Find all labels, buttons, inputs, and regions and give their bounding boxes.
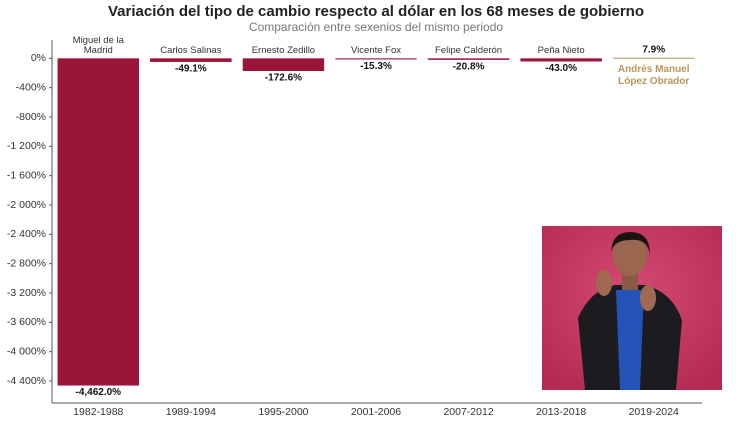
hand — [596, 270, 612, 296]
x-tick-label: 2007-2012 — [443, 406, 493, 418]
video-inset — [542, 226, 722, 390]
value-label: -4,462.0% — [75, 387, 121, 398]
bar-annotation: Felipe Calderón — [435, 45, 503, 57]
y-tick-label: -2 000% — [7, 199, 46, 211]
bar — [427, 58, 510, 60]
value-label: -49.1% — [175, 64, 207, 75]
bar — [520, 58, 602, 62]
bar — [57, 58, 140, 386]
y-tick-label: 0% — [31, 52, 46, 64]
bar — [242, 58, 325, 71]
x-tick-label: 1989-1994 — [166, 406, 216, 418]
y-tick-label: -3 200% — [7, 287, 46, 299]
y-tick-label: -1 600% — [7, 169, 46, 181]
face — [613, 234, 647, 276]
bar-annotation: Ernesto Zedillo — [251, 45, 316, 57]
value-label: -15.3% — [360, 61, 392, 72]
y-tick-label: -4 400% — [7, 375, 46, 387]
bar — [612, 57, 695, 59]
value-label: -172.6% — [265, 73, 302, 84]
y-tick-label: -4 000% — [7, 345, 46, 357]
bar — [335, 58, 417, 60]
chart-title: Variación del tipo de cambio respecto al… — [108, 3, 644, 20]
value-label: -43.0% — [545, 63, 577, 74]
hair — [611, 232, 650, 254]
x-tick-label: 2013-2018 — [536, 406, 586, 418]
bar-annotation: Miguel de la Madrid — [72, 35, 124, 57]
y-tick-label: -2 400% — [7, 228, 46, 240]
y-tick-label: -800% — [16, 111, 46, 123]
shirt — [616, 290, 644, 390]
x-tick-label: 2001-2006 — [351, 406, 401, 418]
bar-annotation: Carlos Salinas — [160, 45, 222, 57]
bar — [150, 58, 232, 62]
x-tick-label: 1982-1988 — [73, 406, 123, 418]
y-tick-label: -1 200% — [7, 140, 46, 152]
bar-annotation: Andrés Manuel López Obrador — [617, 64, 690, 88]
y-tick-label: -2 800% — [7, 257, 46, 269]
hand — [640, 285, 656, 311]
value-label: 7.9% — [642, 44, 665, 55]
value-label: -20.8% — [453, 61, 485, 72]
y-tick-label: -3 600% — [7, 316, 46, 328]
bar-annotation: Peña Nieto — [537, 45, 585, 57]
x-tick-label: 1995-2000 — [258, 406, 308, 418]
chart-subtitle: Comparación entre sexenios del mismo per… — [249, 20, 503, 34]
bar-annotation: Vicente Fox — [350, 45, 401, 57]
y-tick-label: -400% — [16, 81, 46, 93]
x-tick-label: 2019-2024 — [629, 406, 679, 418]
